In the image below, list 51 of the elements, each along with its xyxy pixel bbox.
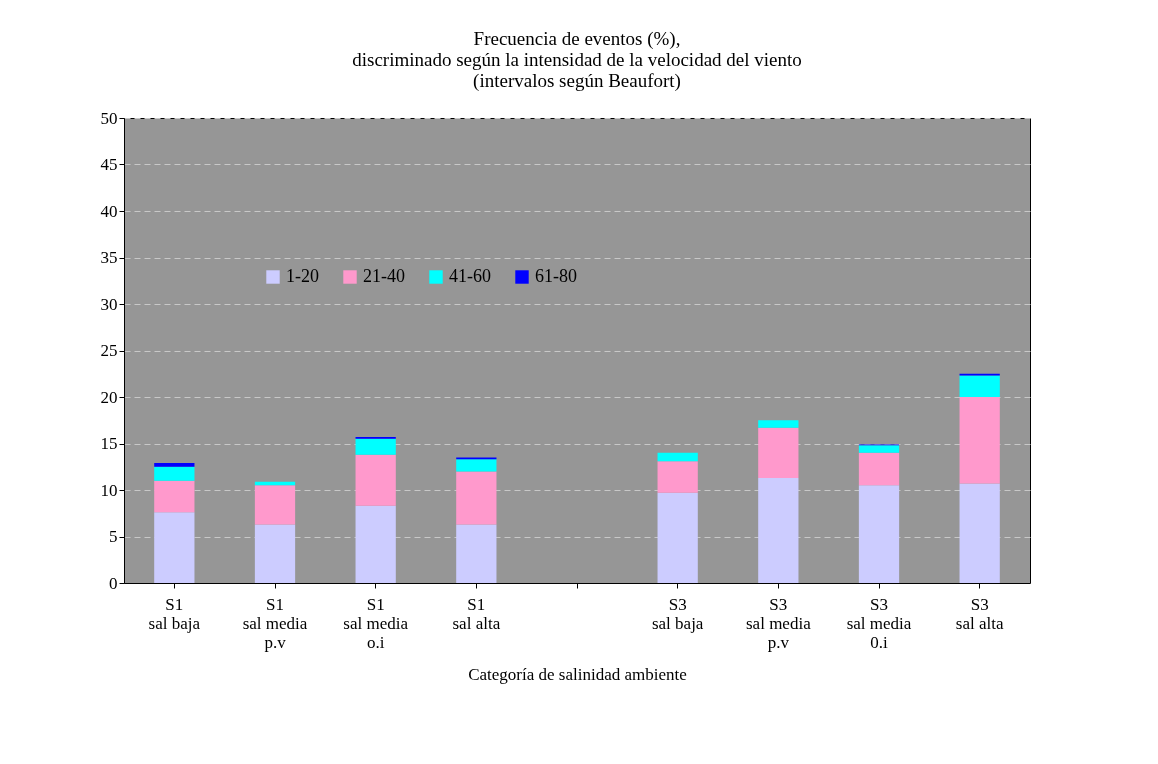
x-tick-label: S3 sal media 0.i bbox=[846, 594, 912, 652]
bar bbox=[456, 524, 497, 583]
bar bbox=[758, 477, 799, 583]
x-tick-label: S1 sal media p.v bbox=[242, 594, 308, 652]
legend-label: 21-40 bbox=[363, 266, 405, 286]
bar bbox=[858, 452, 900, 486]
x-tick-label: S3 sal alta bbox=[955, 594, 1004, 633]
bar bbox=[758, 427, 799, 478]
x-axis-title: Categoría de salinidad ambiente bbox=[468, 664, 687, 684]
y-tick-label: 15 bbox=[100, 434, 118, 453]
y-tick-label: 10 bbox=[100, 480, 118, 500]
text: (intervalos según Beaufort) bbox=[473, 70, 681, 91]
y-tick-label: 30 bbox=[100, 294, 118, 314]
bar bbox=[657, 452, 698, 462]
y-tick-label: 35 bbox=[100, 248, 118, 267]
bar bbox=[959, 483, 1000, 583]
bar bbox=[456, 459, 497, 472]
bar bbox=[858, 485, 900, 583]
y-tick-label: 25 bbox=[100, 341, 118, 360]
y-tick-label: 20 bbox=[100, 387, 118, 407]
x-tick-label: S1 sal alta bbox=[452, 594, 501, 633]
y-tick-label: 5 bbox=[109, 527, 118, 546]
y-tick-label: 45 bbox=[100, 155, 118, 174]
bar bbox=[758, 420, 799, 428]
x-tick-label: S1 sal baja bbox=[148, 594, 201, 633]
bar bbox=[456, 471, 497, 525]
bar bbox=[355, 454, 396, 506]
text: discriminado según la intensidad de la velocidad del viento bbox=[352, 49, 802, 70]
bar bbox=[355, 438, 396, 455]
bar bbox=[959, 397, 1000, 484]
bar bbox=[154, 463, 195, 467]
x-tick-label: S1 sal media o.i bbox=[343, 594, 409, 652]
bar bbox=[657, 461, 698, 493]
x-tick-label: S3 sal baja bbox=[651, 594, 704, 633]
y-tick-label: 0 bbox=[109, 573, 118, 593]
bar bbox=[154, 466, 195, 481]
bar bbox=[355, 505, 396, 583]
bar bbox=[858, 445, 900, 453]
bar bbox=[254, 485, 296, 525]
bar bbox=[154, 480, 195, 513]
bar bbox=[959, 375, 1000, 397]
bar bbox=[254, 524, 296, 583]
legend-label: 1-20 bbox=[286, 266, 319, 286]
x-tick-label: S3 sal media p.v bbox=[746, 594, 812, 652]
legend-label: 41-60 bbox=[449, 266, 491, 286]
bar bbox=[154, 512, 195, 583]
legend-label: 61-80 bbox=[535, 266, 577, 286]
text: Frecuencia de eventos (%), bbox=[473, 28, 681, 49]
y-tick-label: 40 bbox=[100, 201, 118, 221]
bar bbox=[657, 492, 698, 583]
y-tick-label: 50 bbox=[100, 108, 118, 128]
